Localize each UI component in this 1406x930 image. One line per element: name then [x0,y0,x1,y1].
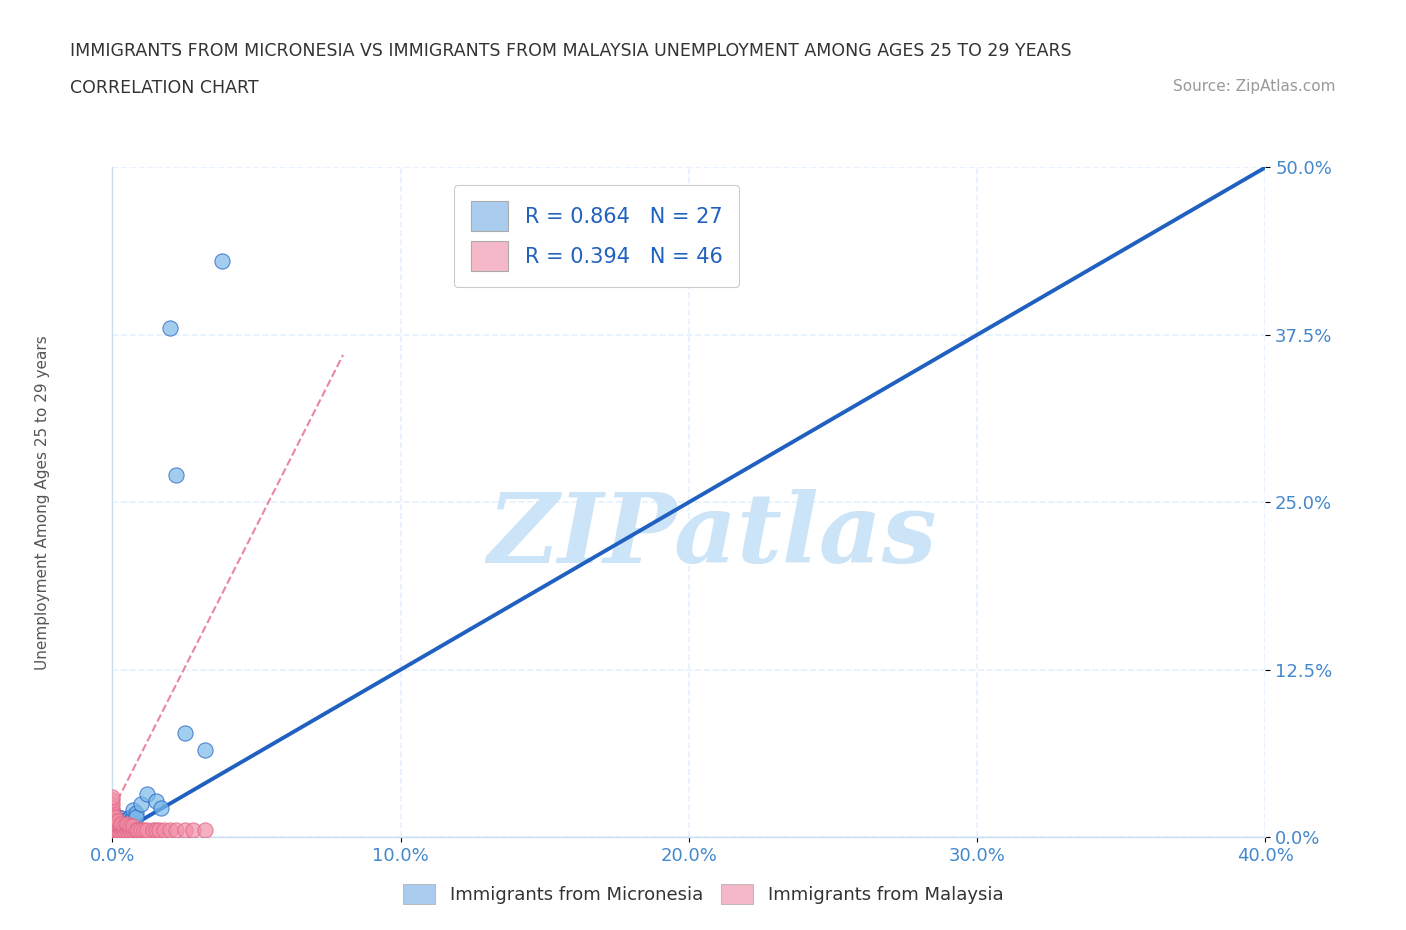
Text: Source: ZipAtlas.com: Source: ZipAtlas.com [1173,79,1336,94]
Point [148,823,170,838]
Point [194,823,217,838]
Point [112,814,135,829]
Point [145,823,167,838]
Point [104,818,127,833]
Point [115,818,138,833]
Point [121,823,143,838]
Point [159,823,181,838]
Point [115,817,138,831]
Point [118,818,141,833]
Point [110,823,132,838]
Point [121,803,143,817]
Point [110,814,132,829]
Point [124,823,146,838]
Point [165,468,187,483]
Text: CORRELATION CHART: CORRELATION CHART [70,79,259,97]
Point [118,814,141,829]
Point [101,814,124,829]
Point [136,823,159,838]
Point [101,796,124,811]
Point [101,823,124,838]
Legend: R = 0.864   N = 27, R = 0.394   N = 46: R = 0.864 N = 27, R = 0.394 N = 46 [454,184,740,287]
Point [129,823,153,838]
Point [115,812,138,827]
Point [145,793,167,808]
Point [136,787,159,802]
Point [107,809,129,824]
Point [110,818,132,833]
Point [173,823,195,838]
Point [194,742,217,757]
Point [104,817,127,831]
Point [115,817,138,831]
Point [107,817,129,831]
Point [101,792,124,807]
Point [107,818,129,833]
Point [104,823,127,838]
Point [211,254,233,269]
Legend: Immigrants from Micronesia, Immigrants from Malaysia: Immigrants from Micronesia, Immigrants f… [395,876,1011,911]
Point [124,805,146,820]
Point [115,823,138,838]
Point [142,823,165,838]
Point [107,814,129,829]
Text: IMMIGRANTS FROM MICRONESIA VS IMMIGRANTS FROM MALAYSIA UNEMPLOYMENT AMONG AGES 2: IMMIGRANTS FROM MICRONESIA VS IMMIGRANTS… [70,42,1071,60]
Point [101,818,124,833]
Point [101,803,124,817]
Point [121,808,143,823]
Point [118,809,141,824]
Text: ZIPatlas: ZIPatlas [488,488,936,583]
Point [104,814,127,829]
Point [127,823,149,838]
Point [110,817,132,831]
Point [112,817,135,831]
Point [118,823,141,838]
Point [107,823,129,838]
Point [181,823,204,838]
Point [101,809,124,824]
Point [104,809,127,824]
Point [112,818,135,833]
Point [110,811,132,826]
Point [112,823,135,838]
Point [124,809,146,824]
Point [165,823,187,838]
Point [101,800,124,815]
Point [173,725,195,740]
Text: Unemployment Among Ages 25 to 29 years: Unemployment Among Ages 25 to 29 years [35,335,49,670]
Point [121,818,143,833]
Point [150,800,173,815]
Point [104,823,127,838]
Point [104,817,127,831]
Point [107,817,129,831]
Point [101,805,124,820]
Point [134,823,156,838]
Point [153,823,176,838]
Point [101,817,124,831]
Point [107,818,129,833]
Point [101,790,124,804]
Point [110,818,132,833]
Point [159,321,181,336]
Point [129,796,153,811]
